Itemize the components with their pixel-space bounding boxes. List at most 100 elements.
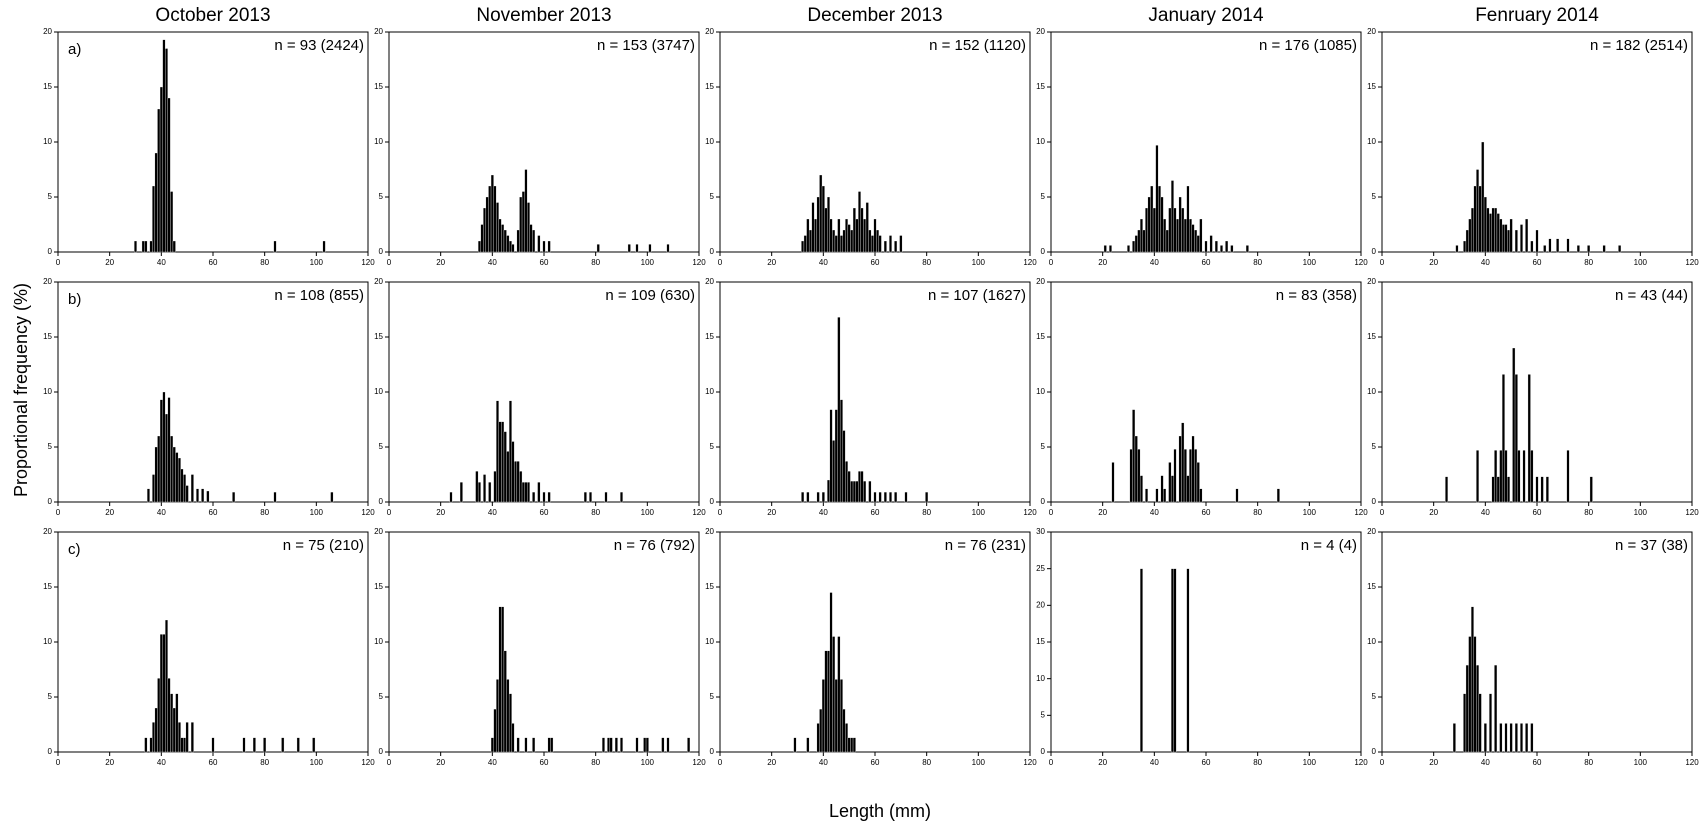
bar xyxy=(627,244,631,253)
bar xyxy=(170,435,174,503)
sample-size: n = 37 (38) xyxy=(1615,537,1688,554)
bar xyxy=(159,399,163,503)
bar xyxy=(488,185,492,253)
y-tick-label: 0 xyxy=(48,497,53,506)
bar xyxy=(1209,235,1213,253)
bar xyxy=(1465,664,1469,753)
bar xyxy=(170,693,174,753)
bar xyxy=(1489,213,1492,253)
bar xyxy=(501,224,505,253)
bar xyxy=(687,737,691,753)
bar xyxy=(1530,240,1534,253)
x-tick-label: 80 xyxy=(1253,508,1262,517)
y-tick-label: 20 xyxy=(1367,527,1376,536)
bar xyxy=(162,634,166,753)
bar xyxy=(529,224,533,253)
bar xyxy=(1178,435,1182,503)
bar xyxy=(1181,422,1185,503)
bar xyxy=(1139,218,1143,253)
x-tick-label: 80 xyxy=(591,258,600,267)
plot-frame xyxy=(388,531,700,753)
bar xyxy=(1173,207,1177,253)
bar xyxy=(183,737,187,753)
sample-size: n = 93 (2424) xyxy=(274,37,364,54)
bar xyxy=(847,224,851,253)
x-tick-label: 100 xyxy=(972,758,986,767)
bar xyxy=(144,737,148,753)
bar xyxy=(157,435,161,503)
bar xyxy=(1111,462,1115,503)
bar xyxy=(537,235,541,253)
y-tick-label: 20 xyxy=(705,277,714,286)
bar xyxy=(845,218,849,253)
y-tick-label: 25 xyxy=(1036,564,1045,573)
bar xyxy=(167,397,171,503)
x-tick-label: 60 xyxy=(1533,258,1542,267)
y-tick-label: 20 xyxy=(1036,277,1045,286)
bar xyxy=(1470,207,1474,253)
sample-size: n = 176 (1085) xyxy=(1259,37,1357,54)
x-tick-label: 40 xyxy=(157,508,166,517)
x-tick-label: 40 xyxy=(1150,508,1159,517)
bar xyxy=(501,606,505,753)
bar xyxy=(1478,693,1482,753)
x-tick-label: 60 xyxy=(209,758,218,767)
bar xyxy=(858,471,861,503)
y-tick-label: 15 xyxy=(1367,332,1376,341)
bar xyxy=(516,229,520,253)
bar xyxy=(273,240,277,253)
bar xyxy=(1142,229,1146,253)
bar xyxy=(477,482,481,503)
x-tick-label: 120 xyxy=(1685,508,1699,517)
y-tick-label: 20 xyxy=(43,27,52,36)
bar xyxy=(149,240,153,253)
bar xyxy=(159,86,163,253)
bar xyxy=(480,224,484,253)
bar xyxy=(827,196,830,253)
sample-size: n = 43 (44) xyxy=(1615,287,1688,304)
bar xyxy=(1587,245,1591,253)
bar xyxy=(157,108,161,253)
bar xyxy=(134,240,137,253)
bar xyxy=(645,737,649,753)
y-tick-label: 10 xyxy=(1367,387,1376,396)
y-tick-label: 5 xyxy=(1372,442,1377,451)
bar xyxy=(620,737,623,753)
bar xyxy=(793,737,797,753)
x-tick-label: 120 xyxy=(361,258,375,267)
sample-size: n = 182 (2514) xyxy=(1590,37,1688,54)
bar xyxy=(1535,229,1539,253)
bar xyxy=(648,244,652,253)
bar xyxy=(516,737,520,753)
bar xyxy=(1589,476,1593,503)
x-tick-label: 60 xyxy=(871,508,880,517)
bar xyxy=(1129,449,1133,503)
y-tick-label: 20 xyxy=(43,277,52,286)
bar xyxy=(508,400,512,503)
y-tick-label: 10 xyxy=(1367,137,1376,146)
bar xyxy=(863,218,867,253)
bar xyxy=(330,491,334,503)
plot-frame xyxy=(719,531,1031,753)
bar xyxy=(172,240,176,253)
bar xyxy=(1491,476,1495,503)
bar xyxy=(878,235,882,253)
x-tick-label: 80 xyxy=(1584,758,1593,767)
bar xyxy=(894,491,898,503)
bar xyxy=(503,431,507,503)
bar xyxy=(1499,450,1503,503)
bar xyxy=(165,413,168,503)
bar xyxy=(601,737,605,753)
bar xyxy=(852,207,856,253)
bar xyxy=(1137,449,1141,503)
bar xyxy=(889,235,892,253)
bar xyxy=(827,650,830,753)
bar xyxy=(511,244,515,253)
bar xyxy=(824,650,828,753)
bar xyxy=(883,491,887,503)
bar xyxy=(532,491,536,503)
x-tick-label: 40 xyxy=(1481,758,1490,767)
bar xyxy=(152,474,156,503)
x-tick-label: 100 xyxy=(972,258,986,267)
bar xyxy=(1163,218,1167,253)
